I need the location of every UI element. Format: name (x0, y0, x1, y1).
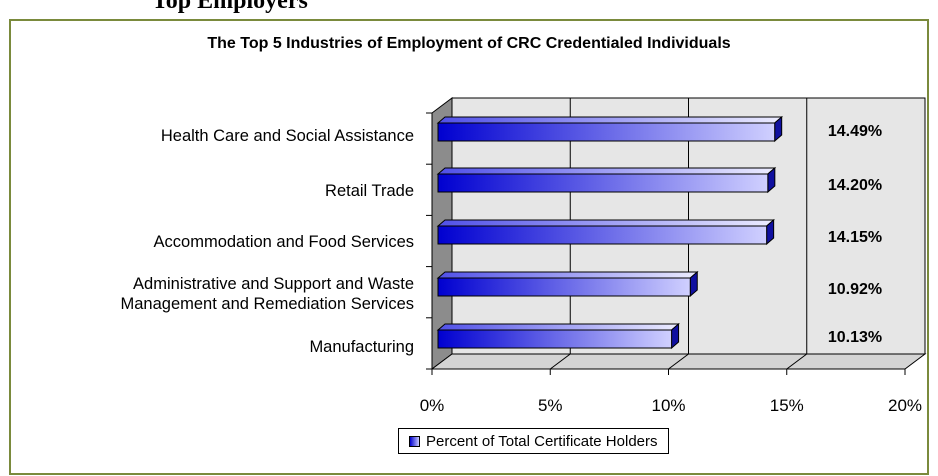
category-label-line: Administrative and Support and Waste (133, 275, 414, 293)
x-tick-label: 0% (420, 396, 445, 415)
category-label-manufacturing: Manufacturing (0, 337, 414, 357)
bar-top-face (436, 219, 775, 227)
x-tick-label: 5% (538, 396, 563, 415)
gridline-floor (786, 353, 808, 370)
category-label-accommodation: Accommodation and Food Services (0, 232, 414, 252)
bar-top-face (436, 167, 777, 175)
bar-front-face (437, 122, 776, 142)
category-label-line: Health Care and Social Assistance (160, 127, 414, 145)
data-label: 10.92% (828, 281, 882, 298)
gridline-floor (549, 353, 571, 370)
x-tick-label: 15% (770, 396, 804, 415)
x-tick-label: 20% (888, 396, 922, 415)
legend-swatch (409, 435, 420, 447)
chart-legend: Percent of Total Certificate Holders (398, 428, 669, 454)
page-heading: Top Employers (152, 0, 308, 14)
chart-title: The Top 5 Industries of Employment of CR… (207, 35, 731, 52)
category-label-line: Management and Remediation Services (120, 295, 415, 313)
page-heading-strip: Top Employers (0, 0, 938, 22)
bar (436, 115, 784, 143)
category-label-line: Retail Trade (325, 182, 414, 200)
bar-top-face (436, 323, 680, 331)
category-label-line: Manufacturing (309, 338, 414, 356)
category-label-administrative: Administrative and Support and Waste Man… (0, 274, 415, 314)
data-label: 14.49% (828, 123, 882, 140)
bar-top-face (436, 116, 784, 124)
bar (436, 322, 680, 350)
data-label: 14.20% (828, 177, 882, 194)
data-label: 14.15% (828, 229, 882, 246)
category-label-retail-trade: Retail Trade (0, 181, 414, 201)
legend-label: Percent of Total Certificate Holders (426, 432, 658, 450)
bar (436, 166, 777, 194)
bar (436, 218, 775, 246)
bar-front-face (437, 225, 768, 245)
data-label: 10.13% (828, 329, 882, 346)
category-label-line: Accommodation and Food Services (153, 233, 414, 251)
x-tick-label: 10% (651, 396, 685, 415)
bar-front-face (437, 329, 673, 349)
bar (436, 270, 699, 298)
category-label-health-care: Health Care and Social Assistance (0, 126, 414, 146)
gridline-floor (668, 353, 689, 370)
bar-front-face (437, 173, 769, 193)
bar-front-face (437, 277, 691, 297)
bar-top-face (436, 271, 699, 279)
